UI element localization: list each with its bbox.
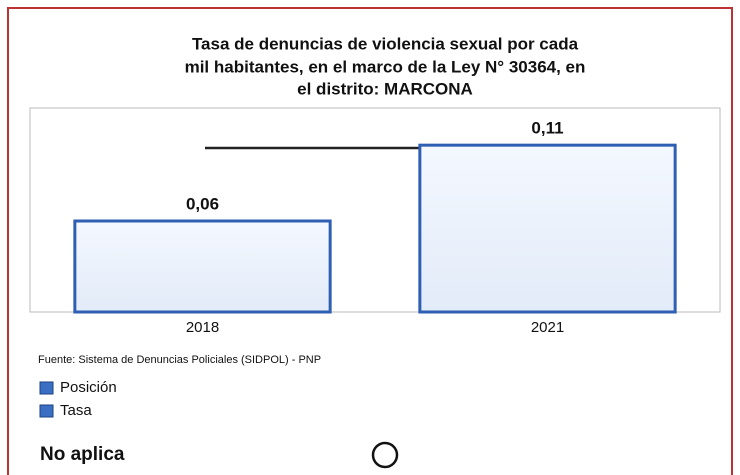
status-text: No aplica bbox=[40, 444, 125, 465]
chart-title: el distrito: MARCONA bbox=[297, 79, 473, 98]
plot-area bbox=[29, 107, 721, 313]
chart-title: mil habitantes, en el marco de la Ley N°… bbox=[185, 57, 586, 76]
frame bbox=[7, 7, 733, 475]
status-indicator[interactable] bbox=[371, 441, 399, 469]
x-tick-label: 2021 bbox=[531, 319, 564, 336]
legend-swatch bbox=[39, 404, 54, 418]
source-note: Fuente: Sistema de Denuncias Policiales … bbox=[38, 354, 321, 366]
legend-label: Posición bbox=[60, 379, 117, 396]
data-label: 0,11 bbox=[531, 119, 563, 138]
legend-swatch bbox=[39, 381, 54, 395]
legend-label: Tasa bbox=[60, 402, 92, 419]
data-label: 0,06 bbox=[186, 194, 219, 213]
bar bbox=[418, 143, 677, 314]
bar bbox=[73, 219, 332, 314]
x-tick-label: 2018 bbox=[186, 319, 219, 336]
chart-title: Tasa de denuncias de violencia sexual po… bbox=[192, 34, 579, 53]
